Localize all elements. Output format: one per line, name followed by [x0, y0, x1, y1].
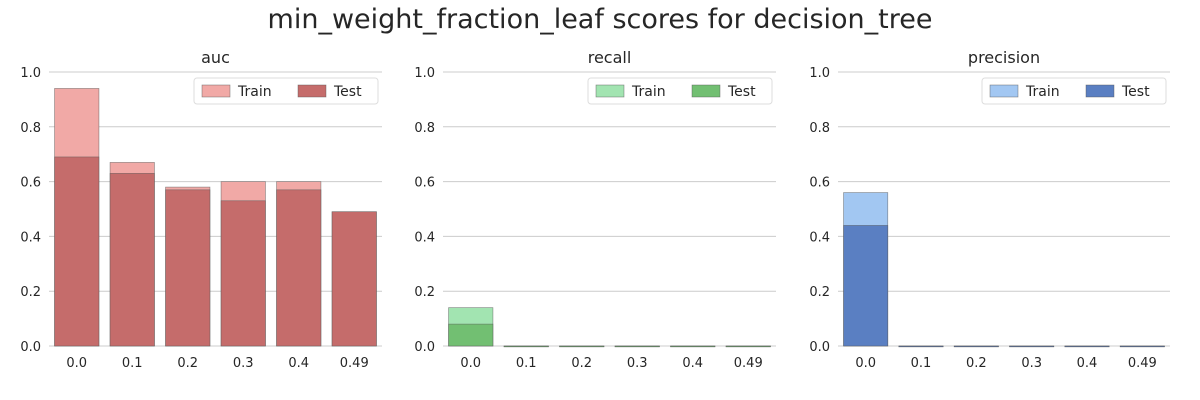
bar-test-0.49 [331, 211, 377, 347]
chart-panel-recall: 0.0 0.2 0.4 0.6 0.8 1.0 recall 0.0 0.1 0.2 0.3 0.4 0… [414, 48, 776, 371]
bar-test-0.1 [503, 345, 549, 348]
legend-label-train: Train [237, 84, 272, 100]
x-tick-label: 0.49 [1128, 356, 1157, 371]
x-tick-label: 0.0 [855, 356, 876, 371]
figure-title: min_weight_fraction_leaf scores for deci… [267, 4, 933, 35]
legend-swatch-test [297, 84, 327, 98]
x-tick-label: 0.2 [571, 356, 592, 371]
legend-label-train: Train [1025, 84, 1060, 100]
bar-test-0.1 [109, 173, 155, 347]
bar-test-0.49 [725, 345, 771, 348]
x-tick-label: 0.1 [122, 356, 143, 371]
bar-test-0.2 [165, 189, 211, 347]
legend-box [587, 77, 773, 105]
x-tick-label: 0.0 [460, 356, 481, 371]
x-tick-label: 0.2 [177, 356, 198, 371]
chart-title: auc [201, 48, 230, 67]
legend-swatch-train [989, 84, 1019, 98]
x-tick-label: 0.2 [966, 356, 987, 371]
bar-test-0.3 [1009, 345, 1055, 348]
y-tick-label: 0.8 [414, 121, 435, 136]
x-tick-label: 0.4 [682, 356, 703, 371]
y-tick-label: 1.0 [20, 66, 41, 81]
y-tick-label: 0.6 [809, 176, 830, 191]
legend-swatch-train [595, 84, 625, 98]
y-tick-label: 1.0 [414, 66, 435, 81]
x-tick-label: 0.3 [1021, 356, 1042, 371]
chart-panel-auc: 0.0 0.2 0.4 0.6 0.8 1.0 auc 0.0 0.1 0.2 0.3 0.4 0.49… [20, 48, 382, 371]
chart-panel-precision: 0.0 0.2 0.4 0.6 0.8 1.0 precision 0.0 0.1 0.2 0.3 0… [809, 48, 1170, 371]
chart-title: precision [968, 48, 1040, 67]
bar-test-0.4 [670, 345, 716, 348]
bar-test-0.4 [276, 189, 322, 347]
bar-test-0.0 [54, 156, 100, 347]
x-tick-label: 0.49 [340, 356, 369, 371]
legend-box [193, 77, 379, 105]
x-tick-label: 0.0 [66, 356, 87, 371]
bar-test-0.0 [448, 323, 494, 347]
x-tick-label: 0.4 [288, 356, 309, 371]
legend-swatch-test [1085, 84, 1115, 98]
legend-swatch-train [201, 84, 231, 98]
y-tick-label: 0.4 [809, 230, 830, 245]
legend-label-test: Test [727, 84, 756, 100]
y-tick-label: 0.4 [20, 230, 41, 245]
x-tick-label: 0.1 [911, 356, 932, 371]
bar-test-0.3 [614, 345, 660, 348]
bar-test-0.1 [898, 345, 944, 348]
chart-title: recall [588, 48, 632, 67]
y-tick-label: 0.8 [809, 121, 830, 136]
bar-test-0.0 [843, 225, 889, 347]
bar-test-0.49 [1119, 345, 1165, 348]
x-tick-label: 0.3 [233, 356, 254, 371]
y-tick-label: 0.2 [414, 285, 435, 300]
y-tick-label: 0.2 [809, 285, 830, 300]
y-tick-label: 0.8 [20, 121, 41, 136]
y-tick-label: 0.2 [20, 285, 41, 300]
bar-test-0.2 [559, 345, 605, 348]
bar-test-0.4 [1064, 345, 1110, 348]
legend-swatch-test [691, 84, 721, 98]
x-tick-label: 0.49 [734, 356, 763, 371]
legend-label-train: Train [631, 84, 666, 100]
bar-test-0.3 [220, 200, 266, 347]
y-tick-label: 0.6 [20, 176, 41, 191]
y-tick-label: 0.0 [809, 340, 830, 355]
x-tick-label: 0.4 [1077, 356, 1098, 371]
y-tick-label: 0.6 [414, 176, 435, 191]
legend-label-test: Test [1121, 84, 1150, 100]
legend-label-test: Test [333, 84, 362, 100]
x-tick-label: 0.1 [516, 356, 537, 371]
y-tick-label: 1.0 [809, 66, 830, 81]
y-tick-label: 0.0 [20, 340, 41, 355]
legend-box [981, 77, 1167, 105]
y-tick-label: 0.4 [414, 230, 435, 245]
y-tick-label: 0.0 [414, 340, 435, 355]
bar-test-0.2 [953, 345, 999, 348]
x-tick-label: 0.3 [627, 356, 648, 371]
